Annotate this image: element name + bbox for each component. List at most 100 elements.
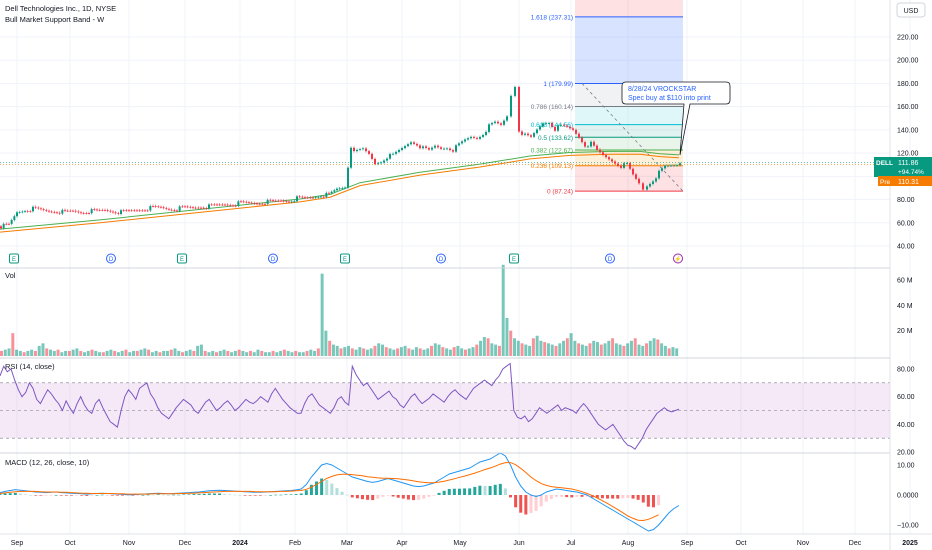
candle-body bbox=[482, 134, 484, 137]
time-tick-label: Apr bbox=[397, 540, 409, 547]
candle-body bbox=[655, 178, 657, 182]
macd-histogram-bar bbox=[457, 488, 461, 495]
volume-bar bbox=[331, 344, 335, 356]
candle-body bbox=[24, 211, 26, 213]
candle-body bbox=[288, 201, 290, 203]
macd-histogram-bar bbox=[325, 480, 329, 495]
dividend-marker[interactable] bbox=[436, 253, 446, 264]
volume-bar bbox=[226, 350, 230, 356]
price-tick-label: 140.00 bbox=[897, 127, 919, 134]
macd-histogram-bar bbox=[85, 495, 89, 496]
candle-body bbox=[422, 146, 424, 149]
candle-body bbox=[194, 207, 197, 209]
earnings-marker[interactable] bbox=[509, 253, 519, 264]
candle-body bbox=[626, 163, 628, 164]
volume-bar bbox=[607, 340, 611, 356]
candle-body bbox=[551, 122, 553, 127]
volume-bar bbox=[513, 338, 516, 356]
macd-histogram-bar bbox=[350, 495, 354, 498]
volume-bar bbox=[192, 350, 196, 356]
candle-body bbox=[162, 207, 165, 209]
volume-tick-label: 20 M bbox=[897, 328, 913, 335]
time-tick-label: Feb bbox=[289, 540, 301, 547]
candle-body bbox=[590, 141, 592, 147]
candle-body bbox=[404, 146, 406, 149]
candle-body bbox=[229, 205, 232, 206]
rsi-tick-label: 20.00 bbox=[897, 450, 915, 457]
candle-body bbox=[285, 201, 288, 202]
time-tick-label: Dec bbox=[179, 540, 192, 547]
candle-body bbox=[410, 142, 412, 145]
candle-body bbox=[386, 158, 388, 161]
volume-bar bbox=[637, 344, 641, 356]
volume-bar bbox=[237, 349, 241, 356]
candle-body bbox=[213, 204, 216, 206]
dividend-marker[interactable] bbox=[106, 253, 116, 264]
macd-histogram-bar bbox=[3, 493, 7, 495]
volume-bar bbox=[399, 347, 403, 356]
annotation-callout[interactable]: 8/28/24 VROCKSTAR Spec buy at $110 into … bbox=[621, 81, 731, 156]
macd-histogram-bar bbox=[90, 495, 94, 496]
macd-tick-label: 10.00 bbox=[897, 463, 915, 470]
volume-bar bbox=[347, 345, 351, 356]
candle-body bbox=[322, 196, 325, 198]
event-markers[interactable]: E D E D E D E D ⚡ bbox=[9, 253, 683, 264]
volume-bar bbox=[22, 352, 26, 356]
volume-bar bbox=[626, 343, 630, 356]
candle-body bbox=[96, 209, 98, 211]
macd-histogram-bar bbox=[320, 478, 324, 495]
time-axis[interactable]: Sep Oct Nov Dec 2024 Feb Mar Apr May Jun Jul Aug Sep… bbox=[11, 540, 918, 547]
volume-bar bbox=[648, 340, 652, 356]
volume-bar bbox=[354, 349, 358, 356]
volume-bar bbox=[396, 348, 400, 356]
volume-bar bbox=[33, 350, 37, 356]
candle-body bbox=[184, 206, 186, 208]
macd-histogram-bar bbox=[544, 495, 548, 502]
volume-bar bbox=[328, 340, 332, 356]
volume-bar bbox=[98, 352, 102, 356]
candle-body bbox=[301, 196, 304, 198]
volume-bar bbox=[248, 350, 252, 356]
volume-bar bbox=[494, 344, 498, 356]
candle-body bbox=[458, 143, 460, 146]
candle-body bbox=[638, 178, 640, 184]
candle-body bbox=[261, 203, 264, 205]
macd-histogram-bar bbox=[151, 494, 155, 496]
price-tick-label: 220.00 bbox=[897, 35, 919, 42]
macd-histogram-bar bbox=[340, 491, 344, 495]
candle-body bbox=[353, 147, 355, 152]
volume-bar bbox=[18, 350, 22, 356]
volume-bar bbox=[611, 338, 615, 356]
dividend-marker[interactable] bbox=[605, 253, 615, 264]
macd-histogram-bar bbox=[611, 495, 615, 499]
upcoming-event-marker[interactable] bbox=[673, 253, 683, 264]
dividend-marker[interactable] bbox=[268, 253, 278, 264]
price-tick-label: 60.00 bbox=[897, 220, 915, 227]
volume-pane-label: Vol bbox=[5, 271, 16, 280]
rsi-indicator: 20.00 40.00 60.00 80.00 bbox=[0, 362, 915, 457]
candle-body bbox=[176, 210, 178, 212]
candle-body bbox=[617, 163, 619, 166]
volume-bar bbox=[256, 349, 260, 356]
candle-body bbox=[296, 196, 298, 202]
volume-bar bbox=[143, 348, 147, 356]
time-tick-label: Sep bbox=[681, 540, 694, 547]
volume-bar bbox=[241, 350, 245, 356]
volume-bar bbox=[275, 352, 279, 356]
currency-button[interactable] bbox=[896, 2, 926, 18]
volume-bar bbox=[165, 350, 169, 356]
volume-bar bbox=[384, 347, 388, 356]
earnings-marker[interactable] bbox=[340, 253, 350, 264]
volume-bar bbox=[316, 348, 320, 356]
earnings-marker[interactable] bbox=[177, 253, 187, 264]
candle-body bbox=[0, 226, 2, 229]
volume-bar bbox=[120, 350, 124, 356]
volume-bar bbox=[369, 348, 373, 356]
candle-body bbox=[85, 213, 88, 214]
event-marker-label: D bbox=[109, 257, 114, 263]
candle-body bbox=[152, 206, 154, 207]
volume-bar bbox=[75, 348, 79, 356]
earnings-marker[interactable] bbox=[9, 253, 19, 264]
candle-body bbox=[362, 148, 364, 150]
